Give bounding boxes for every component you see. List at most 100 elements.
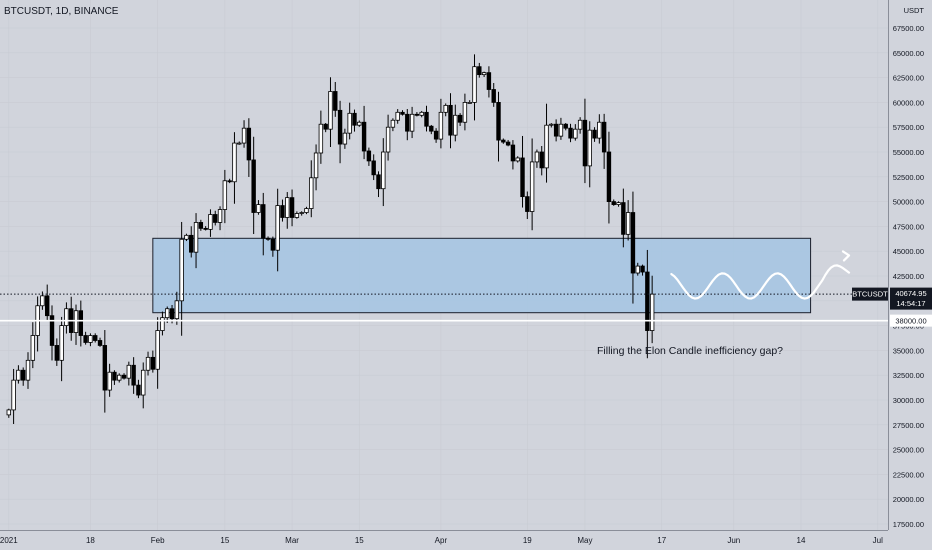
candle-body (141, 369, 146, 396)
candle-body (419, 111, 424, 116)
candle-body (429, 125, 434, 132)
last-price-tag-symbol: BTCUSDT (852, 290, 888, 299)
candle-body (289, 197, 295, 218)
candle-body (11, 379, 16, 411)
candle-body (174, 300, 180, 320)
level-price-tag: 38000.00 (890, 314, 932, 327)
y-tick-label: 22500.00 (893, 470, 924, 479)
x-tick-label: Jun (727, 536, 740, 545)
candle-body (640, 265, 645, 273)
candle-body (169, 308, 175, 320)
candle-body (179, 238, 184, 302)
candle-body (510, 144, 516, 162)
candle-body (481, 72, 487, 76)
candle-body (337, 109, 343, 145)
candle-body (630, 212, 636, 274)
candle-body (323, 123, 328, 130)
candle-body (539, 151, 544, 169)
candle-body (472, 66, 477, 103)
last-price-tag: BTCUSDT 40674.95 14:54:17 (852, 287, 932, 310)
candle-body (645, 271, 650, 331)
candle-body (121, 374, 127, 379)
candle-body (597, 121, 602, 139)
candle-body (558, 123, 564, 137)
y-tick-label: 57500.00 (893, 123, 924, 132)
candle-body (361, 121, 367, 152)
y-tick-label: 45000.00 (893, 247, 924, 256)
candle-body (64, 308, 69, 326)
y-tick-label: 65000.00 (893, 49, 924, 58)
candle-body (208, 214, 213, 230)
time-axis[interactable]: 2021 18 Feb 15 Mar 15 Apr 19 May 17 Jun 14 Jul (0, 536, 883, 545)
candle-body (16, 369, 21, 381)
y-tick-label: 20000.00 (893, 495, 924, 504)
candle-body (385, 126, 391, 153)
candle-body (649, 293, 655, 331)
candle-body (477, 66, 482, 76)
candle-body (467, 102, 472, 104)
candle-body (165, 308, 170, 319)
candle-body (131, 364, 136, 386)
candle-body (525, 196, 530, 212)
candle-body (438, 111, 444, 140)
x-tick-label: Apr (435, 536, 448, 545)
candle-body (443, 104, 448, 113)
candle-body (189, 234, 194, 253)
candle-body (366, 150, 372, 162)
x-tick-label: 19 (523, 536, 532, 545)
candle-body (270, 238, 276, 251)
candle-body (486, 72, 492, 90)
candle-body (160, 317, 165, 331)
candle-body (112, 371, 117, 381)
x-tick-label: 15 (220, 536, 229, 545)
candle-body (318, 123, 324, 154)
inefficiency-gap-zone[interactable] (152, 237, 812, 314)
y-tick-label: 30000.00 (893, 396, 924, 405)
candle-body (371, 160, 376, 176)
y-tick-label: 25000.00 (893, 446, 924, 455)
candle-body (232, 142, 237, 183)
candle-body (577, 119, 583, 130)
y-tick-label: 47500.00 (893, 222, 924, 231)
price-axis[interactable]: 17500.00 20000.00 22500.00 25000.00 27500.00… (893, 24, 924, 529)
y-tick-label: 27500.00 (893, 421, 924, 430)
candle-body (93, 335, 98, 341)
candle-body (448, 104, 453, 136)
candle-body (280, 205, 285, 218)
x-tick-label: Mar (285, 536, 299, 545)
candle-body (563, 123, 568, 129)
annotation-caption[interactable]: Filling the Elon Candle inefficiency gap… (597, 345, 784, 357)
candle-body (241, 127, 247, 144)
candle-body (328, 91, 333, 130)
candle-body (592, 129, 597, 139)
candle-body (213, 214, 218, 223)
x-tick-label: 15 (355, 536, 364, 545)
candle-body (261, 204, 266, 239)
candle-body (49, 315, 55, 346)
candle-body (265, 237, 271, 240)
candle-body (237, 142, 242, 145)
candle-body (78, 310, 84, 336)
candle-body (107, 371, 112, 391)
candle-body (501, 139, 506, 143)
x-tick-label: 18 (86, 536, 95, 545)
candle-body (30, 335, 36, 361)
candle-body (616, 202, 621, 205)
x-tick-label: 2021 (0, 536, 18, 545)
candle-body (544, 124, 549, 169)
candle-body (150, 356, 156, 370)
candle-body (193, 222, 199, 253)
candle-body (97, 340, 103, 346)
y-tick-label: 62500.00 (893, 74, 924, 83)
level-price-value: 38000.00 (895, 317, 926, 326)
candle-body (294, 213, 300, 218)
candle-body (246, 127, 252, 161)
candle-body (568, 127, 573, 139)
candle-body (414, 113, 420, 116)
candle-body (40, 295, 45, 307)
projected-path-drawing[interactable] (670, 250, 851, 300)
candle-body (457, 114, 463, 123)
candle-body (381, 151, 386, 190)
y-tick-label: 55000.00 (893, 148, 924, 157)
